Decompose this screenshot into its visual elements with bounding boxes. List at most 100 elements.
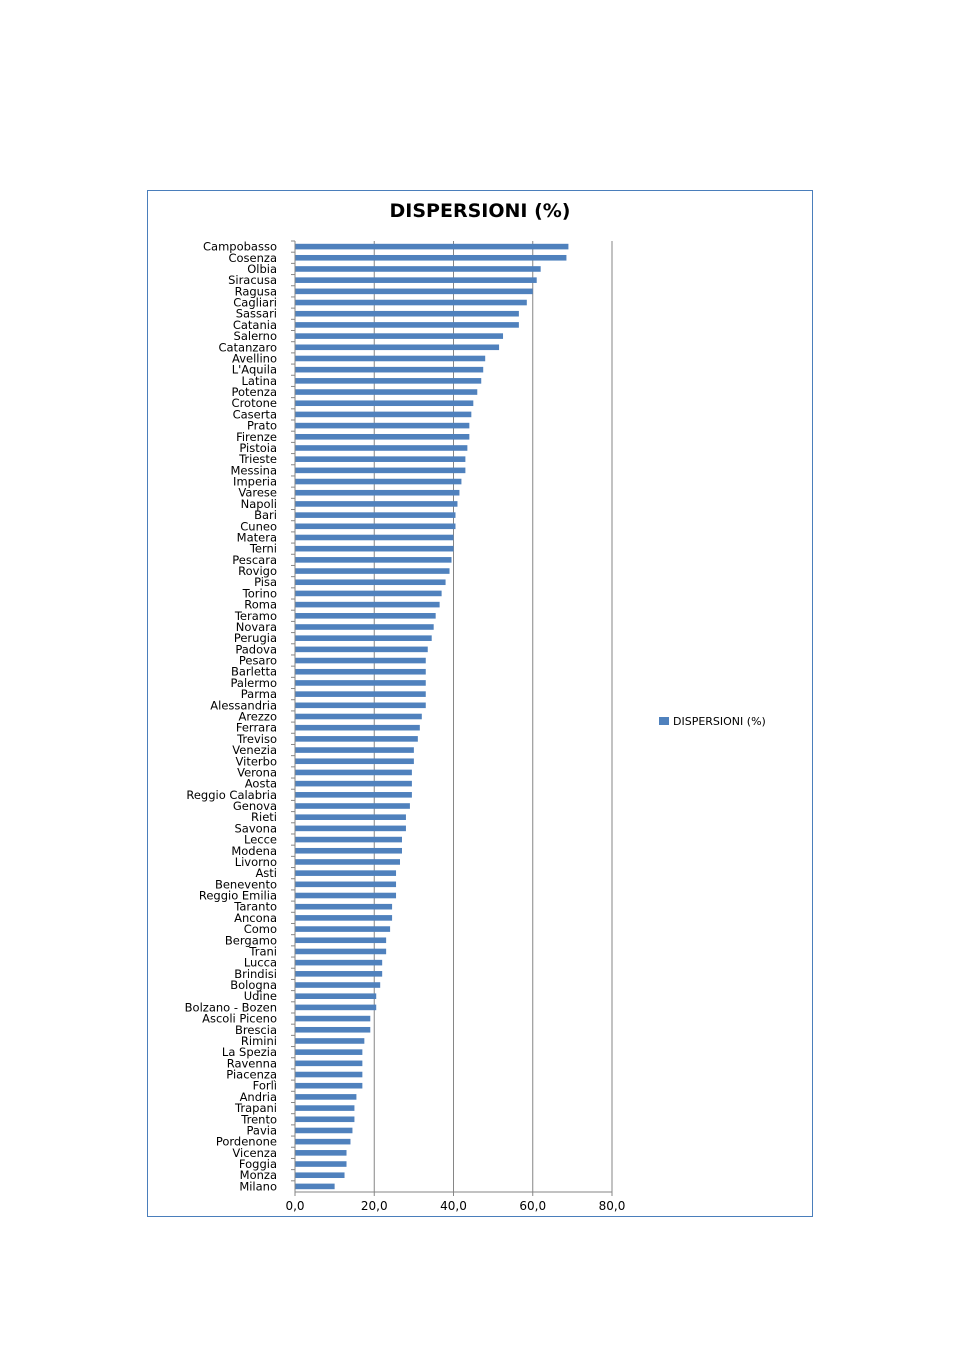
- bar: [295, 333, 504, 339]
- bar: [295, 355, 486, 362]
- category-label: Brescia: [235, 1023, 277, 1037]
- category-label: Salerno: [234, 329, 277, 343]
- category-label: Torino: [242, 586, 277, 600]
- bar: [295, 344, 500, 351]
- bar: [295, 422, 470, 429]
- category-label: Potenza: [231, 385, 277, 399]
- x-tick-label: 80,0: [599, 1199, 626, 1213]
- bar: [295, 769, 412, 776]
- category-label: Bolzano - Bozen: [185, 1000, 277, 1014]
- category-label: Trieste: [238, 452, 277, 466]
- category-label: Forlì: [253, 1079, 277, 1093]
- category-label: Ferrara: [236, 721, 277, 735]
- category-label: La Spezia: [222, 1045, 277, 1059]
- category-labels: CampobassoCosenzaOlbiaSiracusaRagusaCagl…: [185, 240, 277, 1194]
- bar: [295, 288, 533, 295]
- bar: [295, 747, 414, 753]
- category-label: Pavia: [246, 1123, 277, 1137]
- category-label: Taranto: [233, 900, 277, 914]
- bar: [295, 959, 383, 966]
- bar: [295, 724, 420, 731]
- bar: [295, 254, 567, 261]
- bar: [295, 534, 454, 541]
- category-label: Avellino: [232, 351, 277, 365]
- category-label: Pesaro: [239, 654, 277, 668]
- category-label: Andria: [240, 1090, 277, 1104]
- category-label: Livorno: [235, 855, 277, 869]
- bar: [295, 635, 432, 641]
- legend: DISPERSIONI (%): [659, 715, 766, 728]
- bar: [295, 982, 381, 988]
- bar: [295, 971, 383, 977]
- bar: [295, 646, 428, 653]
- bar: [295, 847, 402, 854]
- bar: [295, 1150, 347, 1156]
- category-label: Teramo: [234, 609, 277, 623]
- bar: [295, 624, 434, 630]
- category-label: Siracusa: [228, 273, 277, 287]
- bar: [295, 378, 482, 384]
- bar: [295, 993, 377, 1000]
- category-label: Palermo: [231, 676, 278, 690]
- category-label: Benevento: [215, 877, 277, 891]
- category-label: Brindisi: [234, 967, 277, 981]
- bar: [295, 310, 519, 317]
- bar: [295, 545, 454, 552]
- bar: [295, 613, 436, 619]
- bar: [295, 1015, 371, 1022]
- bar: [295, 758, 414, 765]
- bar: [295, 1172, 345, 1179]
- bar: [295, 915, 393, 921]
- category-label: Cagliari: [233, 296, 277, 310]
- x-tick-label: 40,0: [440, 1199, 467, 1213]
- category-label: Piacenza: [226, 1068, 277, 1082]
- bar: [295, 736, 418, 742]
- x-tick-labels: 0,0 20,0 40,0 60,0 80,0: [285, 1199, 625, 1213]
- category-label: Ancona: [234, 911, 277, 925]
- bar: [295, 803, 410, 809]
- bar: [295, 557, 452, 563]
- bar: [295, 1116, 355, 1123]
- bar: [295, 1049, 363, 1055]
- category-label: Sassari: [236, 307, 277, 321]
- bar: [295, 657, 426, 664]
- chart-title: DISPERSIONI (%): [390, 200, 571, 222]
- category-label: Genova: [233, 799, 277, 813]
- bar: [295, 859, 401, 865]
- bar: [295, 1127, 353, 1134]
- category-label: Viterbo: [236, 754, 277, 768]
- bar: [295, 489, 460, 496]
- legend-swatch: [659, 717, 669, 725]
- category-label: Savona: [234, 821, 277, 835]
- bar: [295, 523, 456, 530]
- category-label: Ascoli Piceno: [202, 1012, 277, 1026]
- bar: [295, 1082, 363, 1089]
- category-label: Lucca: [244, 956, 277, 970]
- bar: [295, 948, 387, 955]
- bar: [295, 780, 412, 787]
- category-label: Messina: [230, 463, 277, 477]
- bar: [295, 1004, 377, 1011]
- category-label: Catania: [233, 318, 277, 332]
- category-label: Campobasso: [203, 240, 277, 254]
- category-label: Pordenone: [216, 1135, 277, 1149]
- category-label: Varese: [238, 486, 277, 500]
- bar: [295, 411, 472, 418]
- bar: [295, 680, 426, 686]
- category-label: Venezia: [232, 743, 277, 757]
- bar: [295, 668, 426, 675]
- category-label: Bari: [254, 508, 277, 522]
- bar: [295, 792, 412, 798]
- bar: [295, 1060, 363, 1067]
- bar: [295, 836, 402, 843]
- x-tick-label: 20,0: [361, 1199, 388, 1213]
- bar: [295, 389, 478, 395]
- category-label: Perugia: [234, 631, 277, 645]
- bar: [295, 501, 458, 507]
- category-label: Parma: [241, 687, 277, 701]
- category-label: Reggio Calabria: [186, 788, 277, 802]
- category-label: Bologna: [230, 978, 277, 992]
- bar: [295, 579, 446, 586]
- category-label: Arezzo: [238, 710, 277, 724]
- category-label: Trapani: [234, 1101, 277, 1115]
